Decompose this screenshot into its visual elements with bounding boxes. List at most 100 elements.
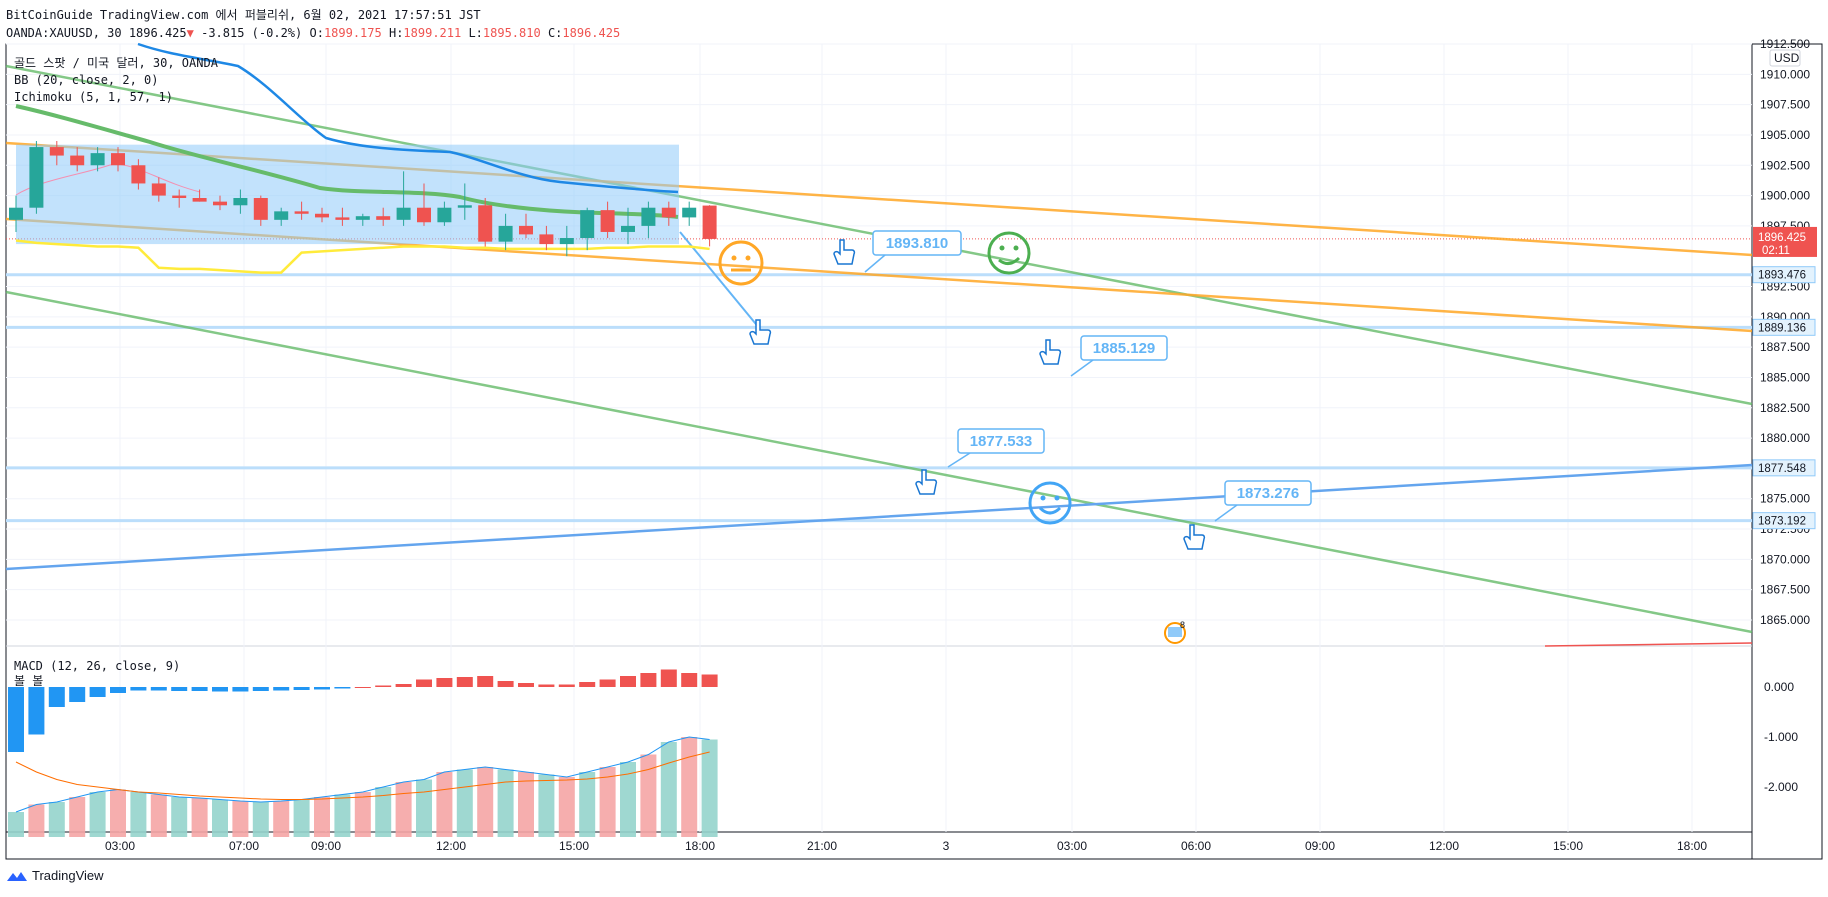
macd-area-bar [558, 777, 575, 837]
candle-body [600, 210, 615, 232]
price-tick: 1875.000 [1760, 492, 1810, 506]
macd-hist-bar [212, 687, 228, 692]
candle-body [417, 207, 431, 223]
open-label: O: [309, 26, 324, 40]
happy-face-icon-eye [1040, 495, 1046, 501]
neutral-face-icon-eye [731, 255, 737, 261]
macd-hist-bar [314, 687, 330, 690]
smile-face-icon-eye [999, 245, 1005, 251]
time-axis[interactable]: 03:00 07:00 09:00 12:00 15:00 18:00 21:00 3 03:0… [105, 839, 1707, 853]
macd-area-bar [579, 772, 596, 837]
candle-body [621, 225, 635, 232]
time-tick: 06:00 [1181, 839, 1211, 853]
callout-1885-pointer [1070, 359, 1094, 377]
level-tag [1752, 318, 1816, 336]
price-tick: 1882.500 [1760, 401, 1810, 415]
time-tick: 18:00 [1677, 839, 1707, 853]
macd-hist-bar [273, 687, 290, 691]
macd-hist-bar [252, 687, 269, 691]
candle-body [355, 216, 370, 220]
us-flag-icon [1168, 627, 1182, 637]
price-tick: 1910.000 [1760, 67, 1810, 81]
time-tick: 15:00 [559, 839, 589, 853]
current-price-text: 1896.425 [1758, 232, 1806, 244]
macd-hist-bar [8, 687, 24, 752]
time-tick: 09:00 [1305, 839, 1335, 853]
callout-1877-box [957, 428, 1045, 454]
hand-icon-shape [1039, 339, 1062, 365]
green-trendline-lower [5, 290, 1753, 634]
callout-1873-pointer [1214, 504, 1238, 522]
change-value: -3.815 (-0.2%) [201, 26, 303, 40]
macd-tick: -1.000 [1764, 730, 1798, 744]
bb-lower-band [15, 239, 710, 274]
chart-header: BitCoinGuide TradingView.com 에서 퍼블리쉬, 6월… [6, 6, 620, 42]
macd-area-bar [599, 767, 616, 837]
time-tick: 18:00 [685, 839, 715, 853]
candle-body [478, 205, 493, 242]
callout-1885-text: 1885.129 [1093, 340, 1156, 357]
happy-face-icon-eye [1054, 495, 1060, 501]
candle-body [131, 165, 146, 184]
candle-body [702, 205, 717, 239]
happy-face-icon-face [1028, 481, 1072, 525]
high-label: H: [388, 26, 404, 40]
macd-area-bar [232, 801, 249, 837]
macd-area-bar [436, 772, 453, 837]
price-tick: 1880.000 [1760, 431, 1810, 445]
level-tag [1752, 512, 1816, 530]
low-value: 1895.810 [482, 26, 541, 40]
price-axis[interactable]: 1912.500 1910.000 1907.500 1905.000 1902.500… [1752, 37, 1817, 794]
callout-1873-box [1224, 480, 1312, 506]
candle-body [29, 147, 44, 208]
macd-hist-bar [681, 673, 698, 687]
macd-projection [1544, 642, 1753, 647]
candle-body [539, 234, 554, 245]
tradingview-logo-icon [7, 871, 27, 881]
horizontal-levels[interactable] [6, 238, 1752, 523]
price-tick: 1885.000 [1760, 370, 1810, 384]
price-tick: 1907.500 [1760, 98, 1810, 112]
hand-icon [1183, 524, 1206, 550]
macd-area-bar [8, 812, 24, 837]
macd-hist-bar [69, 687, 86, 702]
candle-body [172, 195, 187, 199]
callout-1873-text: 1873.276 [1237, 485, 1300, 502]
neutral-face-icon-eye [745, 255, 751, 261]
open-value: 1899.175 [323, 26, 382, 40]
indicator-lines [15, 42, 710, 274]
macd-hist-bar [232, 687, 249, 692]
macd-hist-bar [436, 678, 453, 687]
macd-hist-bar [89, 687, 106, 697]
candle-body [580, 210, 595, 239]
legend-bb: BB (20, close, 2, 0) [14, 73, 159, 87]
candle-body [253, 198, 268, 220]
tradingview-logo[interactable]: TradingView [6, 868, 104, 883]
macd-area-bar [660, 742, 677, 837]
candle-body [233, 198, 248, 206]
time-tick: 21:00 [807, 839, 837, 853]
macd-area-bar [518, 772, 534, 837]
candle-body [335, 217, 350, 220]
macd-area-bar [212, 799, 228, 837]
hand-icon [1039, 339, 1062, 365]
macd-hist-bar [110, 687, 126, 693]
macd-hist-bar [538, 684, 555, 687]
candle-body [49, 147, 64, 156]
candle-body [111, 153, 125, 166]
macd-hist-bar [497, 681, 514, 687]
kumo-area [16, 144, 679, 245]
time-tick: 12:00 [436, 839, 466, 853]
annotations[interactable]: 1893.810 1885.129 1877.533 1873.276 8 [718, 230, 1312, 644]
price-tick: 1900.000 [1760, 189, 1810, 203]
signal-line [15, 751, 710, 800]
candle-body [376, 216, 391, 220]
time-tick: 03:00 [1057, 839, 1087, 853]
candle-body [437, 207, 452, 223]
macd-area-bar [191, 798, 208, 837]
macd-area-bar [48, 802, 65, 837]
candle-body [274, 211, 289, 220]
macd-hist-bar [660, 669, 677, 687]
candle-body [519, 225, 533, 235]
